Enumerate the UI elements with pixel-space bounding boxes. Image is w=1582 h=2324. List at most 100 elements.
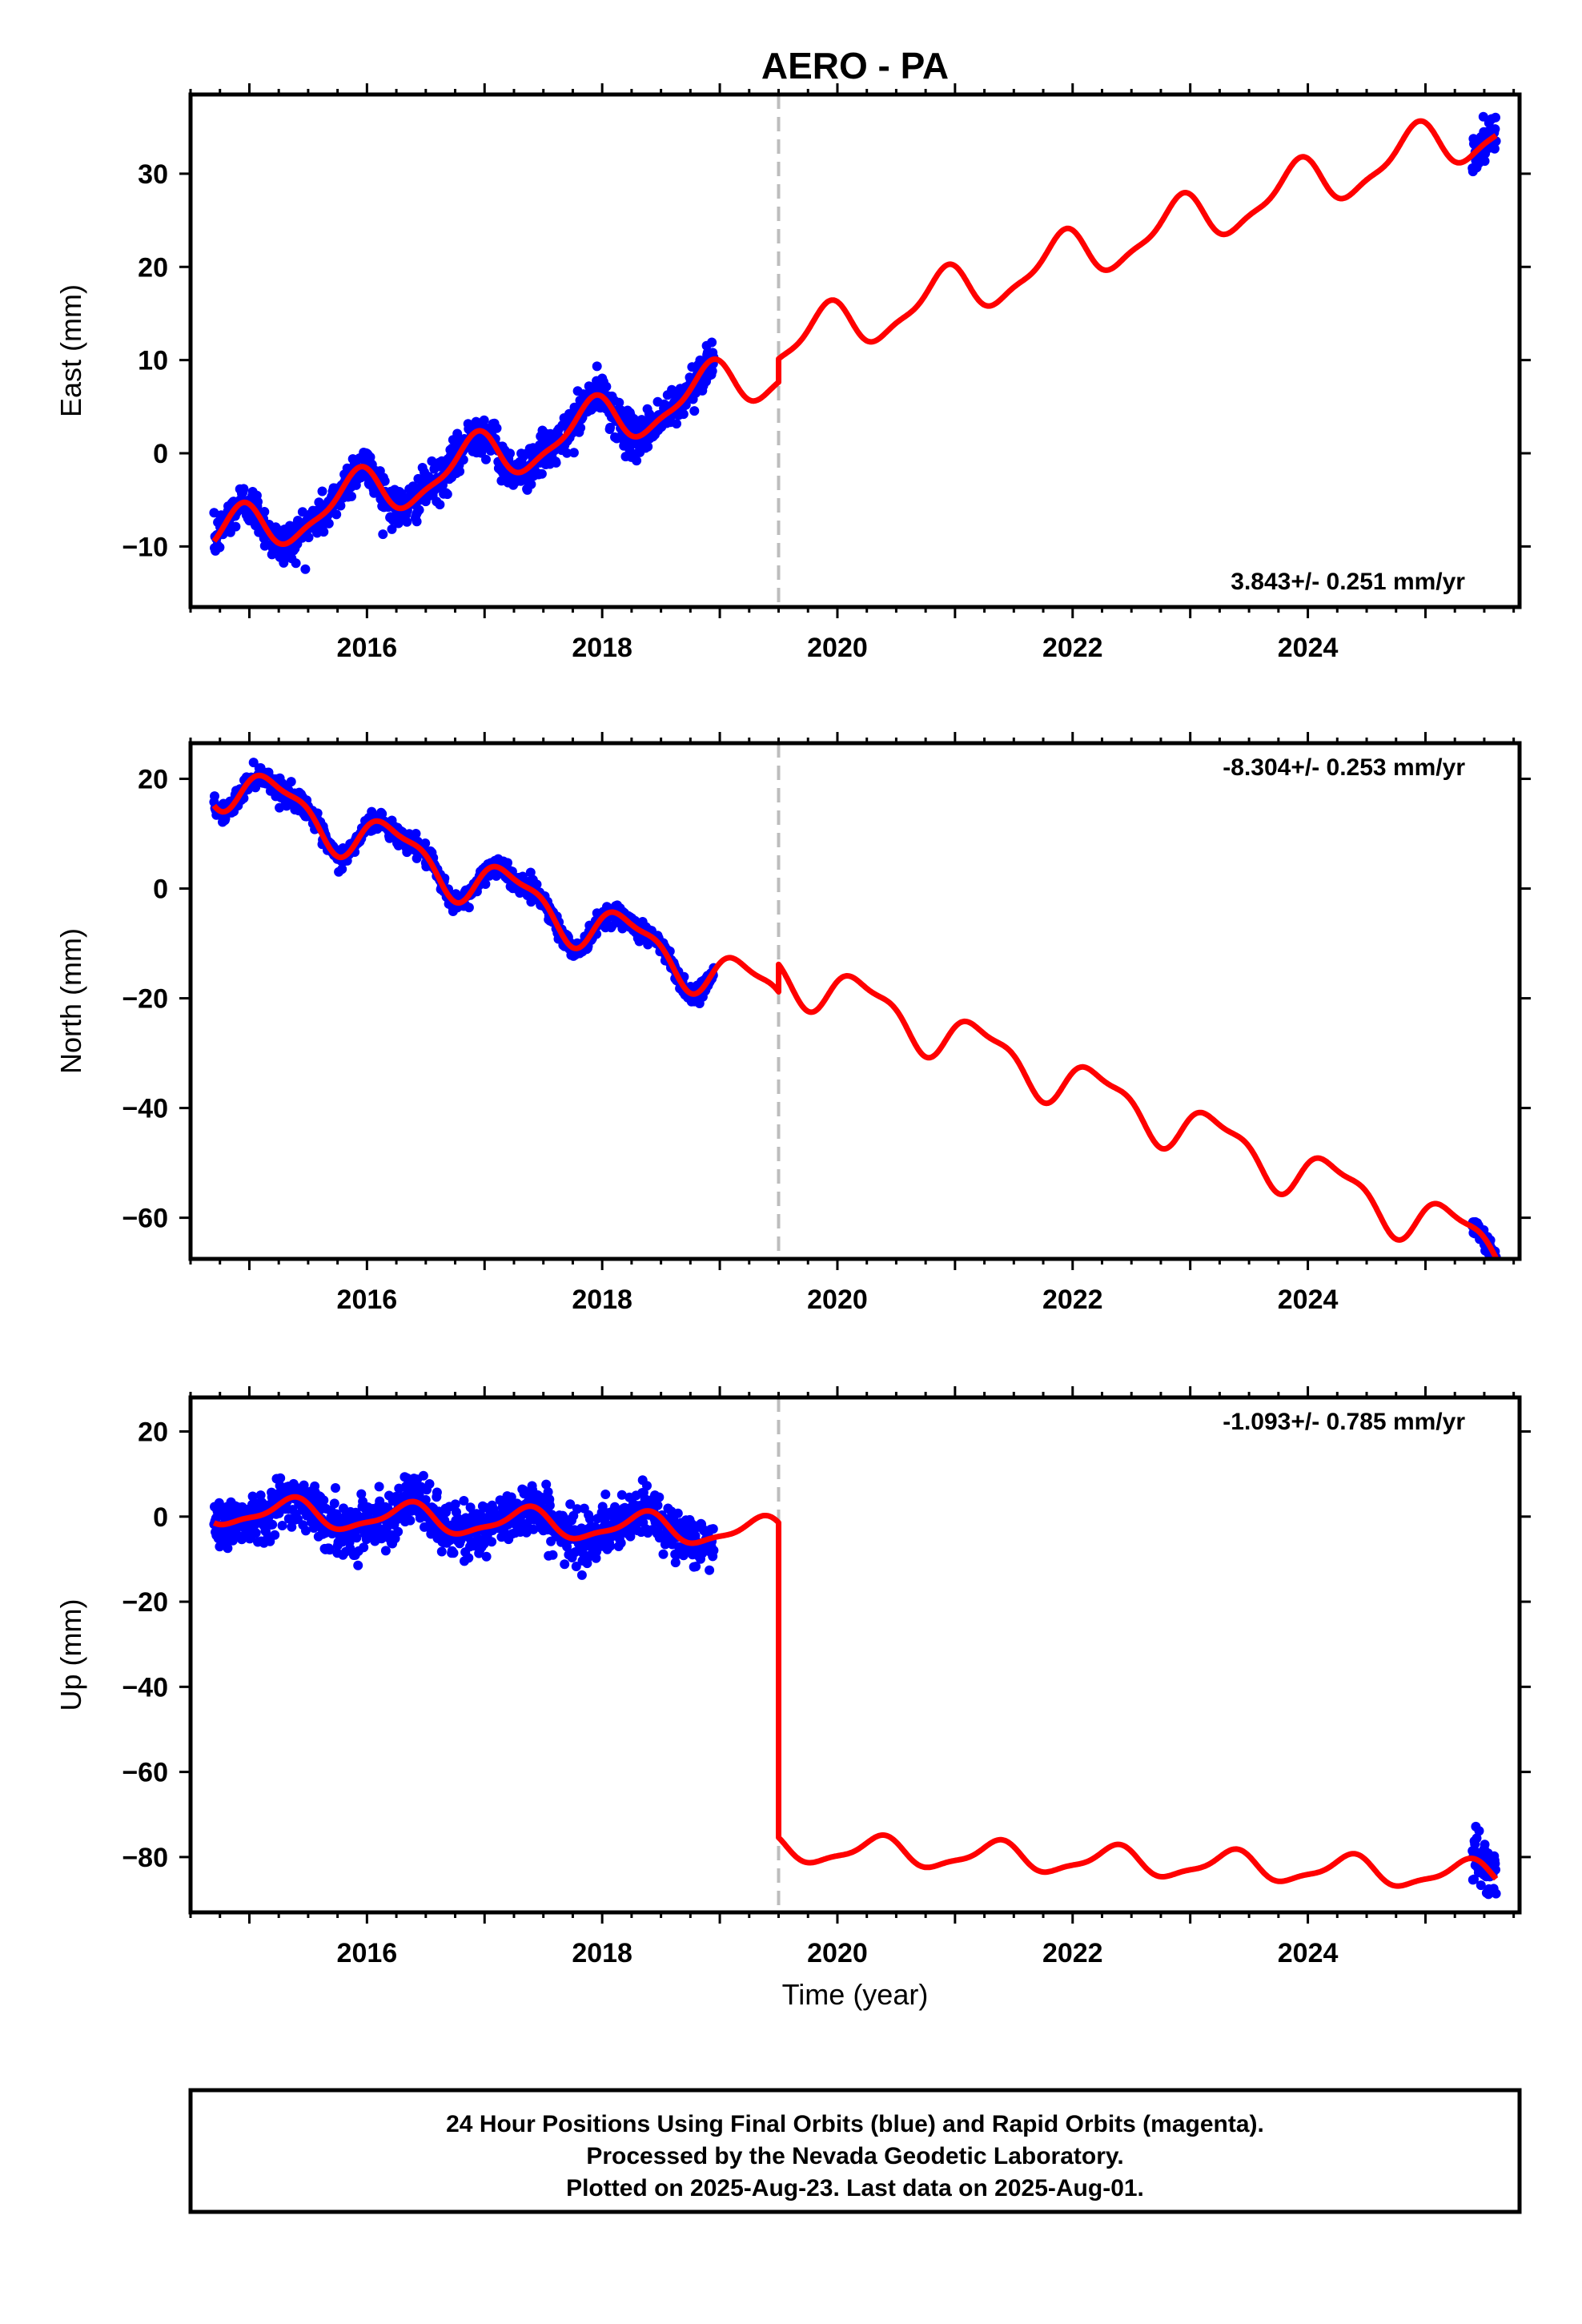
data-point bbox=[331, 509, 342, 520]
rate-label: -1.093+/- 0.785 mm/yr bbox=[1223, 1409, 1465, 1435]
data-point bbox=[464, 903, 474, 913]
x-tick-label: 2024 bbox=[1278, 1938, 1339, 1968]
data-point bbox=[1478, 111, 1488, 122]
model-fit-line bbox=[211, 118, 1498, 547]
data-point bbox=[379, 476, 390, 486]
data-point bbox=[424, 1479, 435, 1489]
panel-east: −10 0 10 20 30 2016 2018 2020 2022 2024 East (mm) 3… bbox=[54, 83, 1531, 663]
data-point bbox=[319, 527, 329, 537]
data-point bbox=[335, 501, 346, 511]
footer-line-1: 24 Hour Positions Using Final Orbits (bl… bbox=[446, 2111, 1264, 2137]
y-tick-label: 0 bbox=[153, 1502, 168, 1533]
data-point bbox=[347, 491, 356, 501]
data-point bbox=[614, 397, 624, 408]
data-point bbox=[544, 1500, 555, 1510]
data-point bbox=[380, 1546, 391, 1556]
x-tick-label: 2020 bbox=[807, 1938, 868, 1968]
data-point bbox=[605, 1541, 616, 1551]
data-point bbox=[548, 1550, 558, 1560]
y-tick-label: 20 bbox=[138, 765, 168, 795]
y-tick-label: −80 bbox=[122, 1843, 168, 1873]
data-point bbox=[402, 517, 412, 527]
data-point bbox=[1480, 156, 1490, 167]
data-point bbox=[412, 517, 422, 527]
data-point bbox=[455, 466, 465, 476]
data-point bbox=[678, 409, 689, 420]
data-point bbox=[479, 415, 489, 425]
data-point bbox=[505, 448, 515, 459]
data-point bbox=[492, 423, 502, 433]
x-tick-label: 2022 bbox=[1042, 1285, 1103, 1315]
data-point bbox=[374, 1482, 384, 1492]
data-point bbox=[378, 529, 388, 540]
data-point bbox=[420, 838, 431, 848]
data-point bbox=[353, 1560, 363, 1570]
data-point bbox=[481, 454, 491, 464]
data-point bbox=[317, 486, 327, 497]
data-point bbox=[536, 468, 547, 479]
data-point bbox=[251, 1528, 261, 1538]
data-point bbox=[319, 1495, 329, 1506]
data-point bbox=[562, 448, 572, 458]
y-tick-label: 0 bbox=[153, 875, 168, 905]
y-tick-label: −20 bbox=[122, 984, 168, 1015]
data-point bbox=[414, 505, 424, 515]
data-point bbox=[418, 1470, 428, 1481]
x-tick-label: 2016 bbox=[337, 1285, 398, 1315]
data-point bbox=[673, 1508, 683, 1518]
chart-title: AERO - PA bbox=[761, 45, 949, 86]
data-point bbox=[329, 1498, 339, 1509]
data-point bbox=[601, 381, 612, 392]
data-point bbox=[1480, 1839, 1490, 1850]
data-point bbox=[652, 1500, 663, 1510]
x-tick-label: 2016 bbox=[337, 633, 398, 663]
y-tick-label: −10 bbox=[122, 532, 168, 562]
data-point bbox=[600, 1490, 611, 1499]
x-tick-label: 2018 bbox=[572, 1938, 632, 1968]
data-point bbox=[259, 507, 270, 517]
y-tick-label: −20 bbox=[122, 1587, 168, 1618]
data-point bbox=[1491, 112, 1500, 123]
rate-label: -8.304+/- 0.253 mm/yr bbox=[1223, 754, 1465, 781]
y-tick-label: 10 bbox=[138, 346, 168, 376]
data-point bbox=[576, 423, 586, 433]
data-point bbox=[560, 1559, 570, 1570]
data-point bbox=[551, 457, 561, 468]
data-point bbox=[658, 1549, 669, 1559]
data-point bbox=[279, 557, 289, 568]
data-point bbox=[377, 809, 387, 819]
data-point bbox=[393, 518, 404, 529]
data-point bbox=[253, 497, 263, 507]
data-point bbox=[481, 1551, 492, 1562]
data-point bbox=[643, 441, 653, 452]
x-tick-label: 2018 bbox=[572, 1285, 632, 1315]
footer-line-2: Processed by the Nevada Geodetic Laborat… bbox=[586, 2143, 1123, 2169]
x-tick-label: 2020 bbox=[807, 1285, 868, 1315]
data-point bbox=[387, 524, 397, 534]
y-tick-label: 20 bbox=[138, 252, 168, 283]
data-point bbox=[267, 1519, 278, 1530]
data-point bbox=[632, 456, 642, 466]
data-point bbox=[616, 1538, 626, 1548]
data-point bbox=[239, 484, 249, 494]
y-tick-label: −40 bbox=[122, 1094, 168, 1124]
data-point bbox=[568, 448, 579, 458]
data-point bbox=[1474, 1826, 1484, 1836]
data-point bbox=[592, 361, 602, 372]
x-tick-label: 2024 bbox=[1278, 1285, 1339, 1315]
data-point bbox=[303, 533, 314, 543]
data-point bbox=[323, 518, 334, 529]
data-point bbox=[707, 337, 717, 348]
data-point bbox=[480, 879, 491, 889]
data-point bbox=[1490, 124, 1500, 135]
plot-area bbox=[209, 743, 1501, 1259]
y-tick-label: −40 bbox=[122, 1672, 168, 1703]
data-point bbox=[331, 1483, 340, 1493]
data-point bbox=[689, 406, 700, 416]
y-tick-label: 0 bbox=[153, 439, 168, 469]
data-point bbox=[405, 1515, 416, 1526]
y-tick-label: −60 bbox=[122, 1758, 168, 1788]
data-point bbox=[448, 1548, 459, 1558]
